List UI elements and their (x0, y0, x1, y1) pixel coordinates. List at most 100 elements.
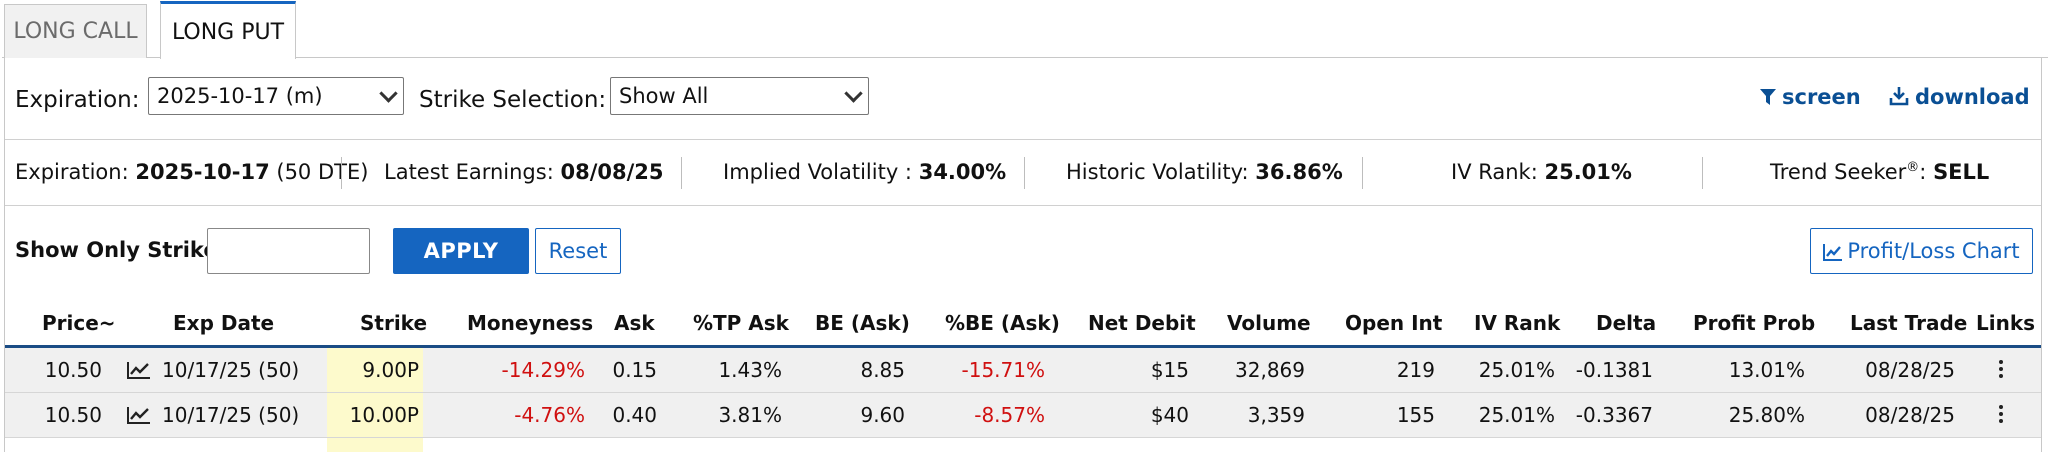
col-iv-rank[interactable]: IV Rank (1474, 311, 1561, 335)
divider (1024, 157, 1025, 189)
stats-bar: Expiration: 2025-10-17 (50 DTE) Latest E… (5, 140, 2041, 206)
cell-last-trade: 08/28/25 (1865, 358, 1955, 382)
col-open-int[interactable]: Open Int (1345, 311, 1443, 335)
cell-exp-date: 10/17/25 (50) (162, 403, 300, 427)
cell-profit-prob: 13.01% (1728, 358, 1805, 382)
download-link[interactable]: download (1889, 85, 2030, 109)
cell-strike[interactable]: 10.00P (349, 403, 419, 427)
tab-divider (2, 57, 2048, 58)
strike-selection-select[interactable]: Show All (610, 77, 869, 115)
strategy-tabs: LONG CALL LONG PUT (2, 0, 2048, 60)
show-only-strike-label: Show Only Strike: (15, 238, 226, 262)
profit-loss-chart-button[interactable]: Profit/Loss Chart (1810, 228, 2033, 274)
col-volume[interactable]: Volume (1227, 311, 1311, 335)
table-row: 10.50 10/17/25 (50) 10.00P -4.76% 0.40 3… (5, 393, 2041, 438)
divider (1362, 157, 1363, 189)
cell-exp-date: 10/17/25 (50) (162, 358, 300, 382)
stat-hv-label: Historic Volatility: (1066, 160, 1249, 184)
cell-be-ask: 9.60 (860, 403, 905, 427)
strike-highlight (327, 393, 423, 437)
expiration-select-value: 2025-10-17 (m) (157, 84, 323, 108)
screen-link-label: screen (1782, 85, 1861, 109)
col-last-trade[interactable]: Last Trade (1850, 311, 1968, 335)
cell-moneyness: -4.76% (514, 403, 585, 427)
more-options-icon[interactable] (1995, 405, 2007, 427)
cell-be-ask: 8.85 (860, 358, 905, 382)
strike-selection-label: Strike Selection: (419, 87, 607, 113)
stat-expiration-label: Expiration: (15, 160, 129, 184)
table-row: 10.50 10/17/25 (50) 9.00P -14.29% 0.15 1… (5, 348, 2041, 393)
cell-iv-rank: 25.01% (1478, 403, 1555, 427)
stat-iv-value: 34.00% (918, 160, 1007, 184)
stat-trend-label: Trend Seeker (1770, 160, 1907, 184)
filter-icon (1760, 89, 1776, 105)
col-delta[interactable]: Delta (1596, 311, 1657, 335)
cell-open-int: 155 (1396, 403, 1435, 427)
cell-ask: 0.15 (612, 358, 657, 382)
col-net-debit[interactable]: Net Debit (1088, 311, 1196, 335)
cell-profit-prob: 25.80% (1728, 403, 1805, 427)
stat-expiration-dte: (50 DTE) (276, 160, 369, 184)
line-chart-icon[interactable] (127, 406, 151, 424)
col-strike[interactable]: Strike (360, 311, 428, 335)
cell-ask: 0.40 (612, 403, 657, 427)
chevron-down-icon (844, 84, 863, 103)
chevron-down-icon (379, 84, 398, 103)
strike-highlight (327, 438, 423, 452)
stat-ivrank-value: 25.01% (1544, 160, 1632, 184)
cell-strike[interactable]: 9.00P (362, 358, 419, 382)
cell-tp-ask: 3.81% (718, 403, 782, 427)
cell-price: 10.50 (44, 403, 102, 427)
stat-earnings-value: 08/08/25 (560, 160, 664, 184)
strike-highlight (327, 348, 423, 392)
cell-price: 10.50 (44, 358, 102, 382)
registered-mark: ® (1906, 160, 1920, 175)
line-chart-icon (1823, 244, 1843, 261)
col-price[interactable]: Price~ (42, 311, 116, 335)
stat-earnings-label: Latest Earnings: (384, 160, 554, 184)
cell-pbe-ask: -8.57% (974, 403, 1045, 427)
table-header: Price~ Exp Date Strike Moneyness Ask %TP… (5, 301, 2041, 348)
line-chart-icon[interactable] (127, 361, 151, 379)
cell-net-debit: $40 (1150, 403, 1189, 427)
col-tp-ask[interactable]: %TP Ask (693, 311, 789, 335)
stat-trend-value: SELL (1933, 160, 1990, 184)
stat-historic-volatility: Historic Volatility: 36.86% (1066, 140, 1343, 205)
expiration-select[interactable]: 2025-10-17 (m) (148, 77, 404, 115)
col-moneyness[interactable]: Moneyness (467, 311, 594, 335)
strike-input[interactable] (207, 228, 370, 274)
cell-tp-ask: 1.43% (718, 358, 782, 382)
cell-last-trade: 08/28/25 (1865, 403, 1955, 427)
expiration-label: Expiration: (15, 87, 140, 113)
col-pbe-ask[interactable]: %BE (Ask) (945, 311, 1060, 335)
stat-trend-colon: : (1919, 160, 1927, 184)
cell-pbe-ask: -15.71% (961, 358, 1045, 382)
profit-loss-chart-label: Profit/Loss Chart (1847, 239, 2020, 263)
screen-link[interactable]: screen (1760, 85, 1861, 109)
cell-open-int: 219 (1396, 358, 1435, 382)
tab-long-call[interactable]: LONG CALL (4, 4, 147, 58)
stat-expiration: Expiration: 2025-10-17 (50 DTE) (15, 140, 368, 205)
stat-earnings: Latest Earnings: 08/08/25 (384, 140, 663, 205)
download-icon (1889, 87, 1909, 106)
cell-moneyness: -14.29% (501, 358, 585, 382)
tab-long-put[interactable]: LONG PUT (160, 1, 296, 59)
stat-iv-label: Implied Volatility : (723, 160, 913, 184)
selection-bar: Expiration: 2025-10-17 (m) Strike Select… (5, 57, 2041, 140)
reset-button[interactable]: Reset (535, 228, 621, 274)
col-exp-date[interactable]: Exp Date (173, 311, 275, 335)
col-be-ask[interactable]: BE (Ask) (815, 311, 910, 335)
more-options-icon[interactable] (1995, 360, 2007, 382)
cell-delta: -0.3367 (1575, 403, 1653, 427)
col-profit-prob[interactable]: Profit Prob (1693, 311, 1816, 335)
strike-selection-value: Show All (619, 84, 709, 108)
strike-filter-bar: Show Only Strike: APPLY Reset Profit/Los… (5, 206, 2041, 301)
col-ask[interactable]: Ask (614, 311, 655, 335)
cell-net-debit: $15 (1150, 358, 1189, 382)
cell-delta: -0.1381 (1575, 358, 1653, 382)
download-link-label: download (1915, 85, 2030, 109)
cell-volume: 3,359 (1247, 403, 1305, 427)
apply-button[interactable]: APPLY (393, 228, 529, 274)
stat-hv-value: 36.86% (1255, 160, 1343, 184)
stat-implied-volatility: Implied Volatility : 34.00% (723, 140, 1006, 205)
